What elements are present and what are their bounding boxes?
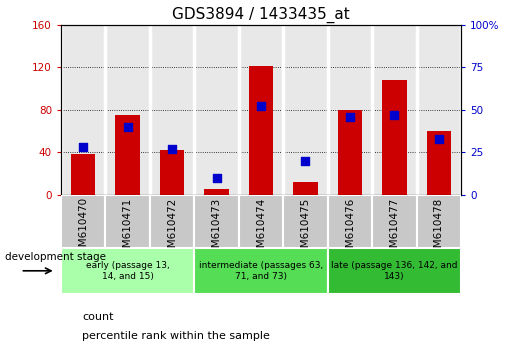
Point: [301, 158, 310, 164]
Bar: [61, 248, 195, 294]
Text: GSM610474: GSM610474: [256, 198, 266, 261]
Bar: [417, 195, 461, 248]
Point: [168, 146, 176, 152]
Bar: [283, 195, 328, 248]
Text: intermediate (passages 63,
71, and 73): intermediate (passages 63, 71, and 73): [199, 261, 323, 280]
Text: GSM610477: GSM610477: [390, 198, 400, 261]
Bar: [427, 131, 451, 195]
Text: GSM610475: GSM610475: [301, 198, 311, 261]
Bar: [382, 80, 407, 195]
Bar: [71, 154, 95, 195]
Text: percentile rank within the sample: percentile rank within the sample: [82, 331, 270, 341]
Bar: [195, 248, 328, 294]
Bar: [195, 195, 239, 248]
Bar: [61, 195, 105, 248]
Bar: [328, 25, 372, 195]
Bar: [61, 25, 105, 195]
Bar: [328, 248, 461, 294]
Point: [213, 175, 221, 181]
Bar: [239, 195, 283, 248]
Bar: [105, 195, 150, 248]
Bar: [417, 25, 461, 195]
Bar: [283, 25, 328, 195]
Bar: [160, 150, 184, 195]
Bar: [195, 25, 239, 195]
Text: GSM610473: GSM610473: [211, 198, 222, 261]
Point: [390, 112, 399, 118]
Point: [79, 144, 87, 150]
Bar: [372, 195, 417, 248]
Bar: [372, 25, 417, 195]
Bar: [205, 189, 229, 195]
Bar: [239, 25, 283, 195]
Bar: [293, 182, 317, 195]
Text: GSM610471: GSM610471: [122, 198, 132, 261]
Bar: [116, 115, 140, 195]
Bar: [105, 25, 150, 195]
Point: [257, 103, 266, 109]
Text: early (passage 13,
14, and 15): early (passage 13, 14, and 15): [86, 261, 170, 280]
Text: GSM610476: GSM610476: [345, 198, 355, 261]
Text: GSM610472: GSM610472: [167, 198, 177, 261]
Bar: [338, 110, 362, 195]
Text: late (passage 136, 142, and
143): late (passage 136, 142, and 143): [331, 261, 458, 280]
Bar: [249, 66, 273, 195]
Point: [346, 114, 354, 119]
Point: [123, 124, 132, 130]
Text: count: count: [82, 312, 113, 322]
Text: development stage: development stage: [5, 252, 107, 262]
Text: GSM610478: GSM610478: [434, 198, 444, 261]
Title: GDS3894 / 1433435_at: GDS3894 / 1433435_at: [172, 7, 350, 23]
Point: [435, 136, 443, 142]
Bar: [150, 195, 195, 248]
Text: GSM610470: GSM610470: [78, 198, 88, 261]
Bar: [150, 25, 195, 195]
Bar: [328, 195, 372, 248]
